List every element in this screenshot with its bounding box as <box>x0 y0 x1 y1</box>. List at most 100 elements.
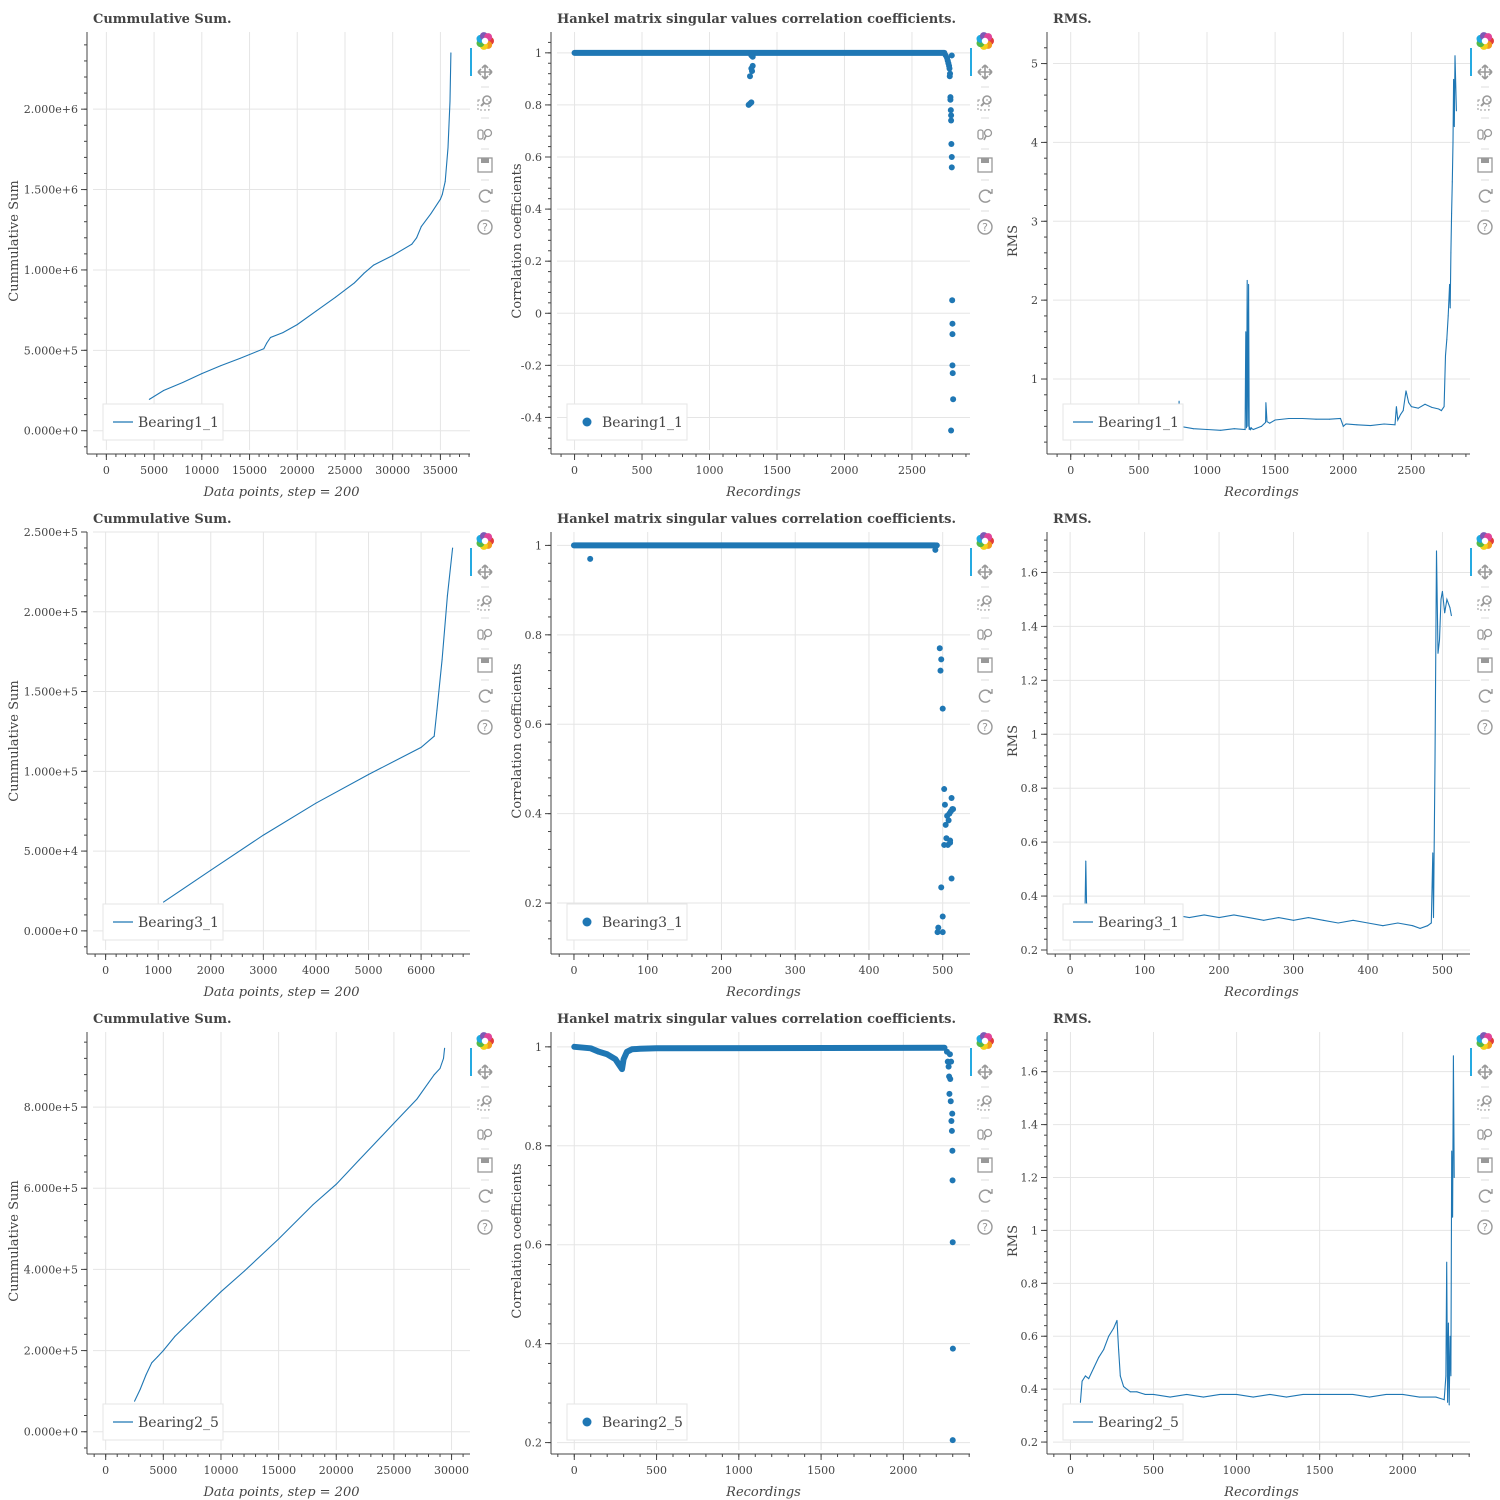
pan-tool[interactable] <box>477 64 493 80</box>
data-point <box>1265 421 1267 423</box>
data-point <box>315 310 317 312</box>
y-tick-label: 1 <box>1031 1224 1038 1237</box>
chart-b11-corr: Hankel matrix singular values correlatio… <box>510 12 994 500</box>
bokeh-logo[interactable] <box>476 1032 494 1050</box>
data-point <box>948 875 955 882</box>
pan-tool[interactable] <box>1477 1064 1493 1080</box>
help-tool[interactable]: ? <box>1477 1219 1493 1235</box>
reset-tool[interactable] <box>978 189 993 203</box>
save-tool[interactable] <box>1477 157 1493 173</box>
y-axis-label: RMS <box>1006 1225 1021 1257</box>
reset-tool[interactable] <box>478 189 493 203</box>
box-zoom-tool[interactable] <box>477 595 492 611</box>
data-point <box>1118 1348 1120 1350</box>
wheel-zoom-tool[interactable] <box>477 628 493 641</box>
box-zoom-tool[interactable] <box>977 1095 992 1111</box>
bokeh-logo[interactable] <box>1476 1032 1494 1050</box>
pan-tool[interactable] <box>477 564 493 580</box>
box-zoom-icon <box>977 95 992 111</box>
save-tool[interactable] <box>477 657 493 673</box>
data-point <box>947 107 954 114</box>
help-tool[interactable]: ? <box>1477 719 1493 735</box>
data-point <box>1446 598 1448 600</box>
chart-title: Hankel matrix singular values correlatio… <box>557 12 956 27</box>
reset-tool[interactable] <box>978 689 993 703</box>
box-zoom-tool[interactable] <box>477 95 492 111</box>
wheel-zoom-tool[interactable] <box>477 1128 493 1141</box>
data-point <box>1293 919 1295 921</box>
legend: Bearing3_1 <box>1062 903 1184 941</box>
bokeh-logo[interactable] <box>1476 32 1494 50</box>
box-zoom-tool[interactable] <box>1477 95 1492 111</box>
data-point <box>948 52 955 59</box>
save-tool[interactable] <box>977 157 993 173</box>
reset-tool[interactable] <box>478 689 493 703</box>
bokeh-logo[interactable] <box>976 32 994 50</box>
wheel-zoom-tool[interactable] <box>477 128 493 141</box>
pan-tool[interactable] <box>1477 64 1493 80</box>
pan-tool[interactable] <box>977 564 993 580</box>
data-point <box>278 1238 280 1240</box>
bokeh-logo[interactable] <box>976 532 994 550</box>
data-point <box>1302 1393 1304 1395</box>
save-tool[interactable] <box>477 157 493 173</box>
help-tool[interactable]: ? <box>477 219 493 235</box>
data-point <box>1250 427 1252 429</box>
box-zoom-tool[interactable] <box>1477 1095 1492 1111</box>
pan-tool[interactable] <box>477 1064 493 1080</box>
reset-tool[interactable] <box>1478 1189 1493 1203</box>
reset-icon <box>978 1189 993 1203</box>
data-point <box>411 243 413 245</box>
data-point <box>1244 428 1246 430</box>
reset-tool[interactable] <box>478 1189 493 1203</box>
series-line <box>163 547 454 903</box>
help-tool[interactable]: ? <box>477 1219 493 1235</box>
data-point <box>1335 1393 1337 1395</box>
help-tool[interactable]: ? <box>977 719 993 735</box>
data-point <box>296 324 298 326</box>
data-point <box>1438 639 1440 641</box>
help-tool[interactable]: ? <box>977 1219 993 1235</box>
save-tool[interactable] <box>977 1157 993 1173</box>
reset-tool[interactable] <box>1478 189 1493 203</box>
legend-swatch <box>582 1417 592 1427</box>
data-point <box>748 99 755 106</box>
chart-title: RMS. <box>1053 512 1092 527</box>
save-tool[interactable] <box>977 657 993 673</box>
x-tick-label: 1000 <box>1193 464 1221 477</box>
wheel-zoom-tool[interactable] <box>1477 1128 1493 1141</box>
data-point <box>1450 615 1452 617</box>
wheel-zoom-tool[interactable] <box>1477 628 1493 641</box>
pan-tool[interactable] <box>1477 564 1493 580</box>
box-zoom-tool[interactable] <box>477 1095 492 1111</box>
save-tool[interactable] <box>1477 1157 1493 1173</box>
save-tool[interactable] <box>1477 657 1493 673</box>
help-tool[interactable]: ? <box>1477 219 1493 235</box>
data-point <box>1252 428 1254 430</box>
save-tool[interactable] <box>477 1157 493 1173</box>
box-zoom-tool[interactable] <box>977 95 992 111</box>
bokeh-logo[interactable] <box>476 32 494 50</box>
bokeh-logo[interactable] <box>1476 532 1494 550</box>
pan-icon <box>977 564 993 580</box>
box-zoom-tool[interactable] <box>977 595 992 611</box>
wheel-zoom-tool[interactable] <box>977 128 993 141</box>
data-point <box>1278 917 1280 919</box>
help-icon: ? <box>477 1219 493 1235</box>
pan-tool[interactable] <box>977 1064 993 1080</box>
legend: Bearing3_1 <box>102 903 224 941</box>
wheel-zoom-tool[interactable] <box>977 1128 993 1141</box>
bokeh-logo[interactable] <box>976 1032 994 1050</box>
data-point <box>1263 919 1265 921</box>
help-tool[interactable]: ? <box>477 719 493 735</box>
reset-tool[interactable] <box>1478 689 1493 703</box>
x-tick-label: 0 <box>571 464 578 477</box>
pan-tool[interactable] <box>977 64 993 80</box>
box-zoom-tool[interactable] <box>1477 595 1492 611</box>
data-point <box>1385 1393 1387 1395</box>
wheel-zoom-tool[interactable] <box>977 628 993 641</box>
help-tool[interactable]: ? <box>977 219 993 235</box>
reset-tool[interactable] <box>978 1189 993 1203</box>
wheel-zoom-tool[interactable] <box>1477 128 1493 141</box>
bokeh-logo[interactable] <box>476 532 494 550</box>
